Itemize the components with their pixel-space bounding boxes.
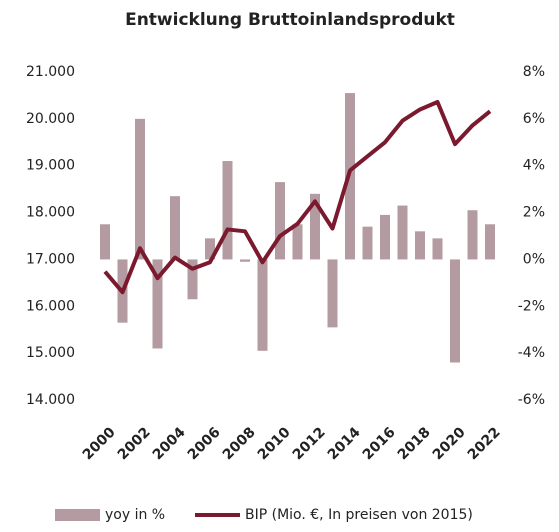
bar (170, 196, 180, 260)
y-tick-label: 18.000 (26, 205, 75, 221)
x-tick-label: 2022 (465, 424, 504, 463)
y-tick-label: 17.000 (26, 251, 75, 267)
y-tick-label: 20.000 (26, 111, 75, 127)
bar (135, 118, 145, 260)
y2-tick-label: -4% (518, 345, 545, 361)
x-tick-label: 2016 (360, 424, 399, 463)
y2-tick-label: 8% (523, 64, 545, 80)
x-tick-label: 2008 (220, 424, 259, 463)
bar (187, 259, 198, 300)
y2-tick-label: 6% (523, 111, 545, 127)
bar (292, 224, 303, 260)
bar (257, 259, 268, 351)
bar (240, 259, 250, 262)
x-tick-label: 2004 (150, 424, 189, 463)
legend-label: yoy in % (105, 507, 165, 523)
bar (397, 205, 408, 260)
bar (327, 259, 338, 328)
legend-swatch (55, 509, 100, 521)
x-tick-label: 2018 (395, 424, 434, 463)
x-tick-label: 2010 (255, 424, 294, 463)
bar (432, 238, 443, 260)
y2-tick-label: -2% (518, 298, 545, 314)
y2-tick-label: 0% (523, 251, 545, 267)
x-tick-label: 2012 (290, 424, 329, 463)
bar (415, 231, 425, 260)
legend-label: BIP (Mio. €, In preisen von 2015) (245, 507, 473, 523)
bar (450, 259, 460, 363)
x-tick-label: 2006 (185, 424, 224, 463)
y2-tick-label: 4% (523, 158, 545, 174)
x-tick-label: 2000 (80, 424, 119, 463)
bar (310, 193, 320, 260)
bar (485, 224, 495, 260)
bar (222, 161, 233, 260)
y2-tick-label: 2% (523, 205, 545, 221)
y-tick-label: 19.000 (26, 158, 75, 174)
y-tick-label: 14.000 (26, 392, 75, 408)
line (103, 99, 492, 295)
bar (362, 226, 373, 260)
x-tick-label: 2020 (430, 424, 469, 463)
chart-title: Entwicklung Bruttoinlandsprodukt (125, 10, 455, 30)
bar (275, 182, 285, 260)
x-tick-label: 2014 (325, 424, 364, 463)
x-tick-label: 2002 (115, 424, 154, 463)
y-tick-label: 15.000 (26, 345, 75, 361)
bar (380, 214, 390, 260)
y2-tick-label: -6% (518, 392, 545, 408)
y-tick-label: 21.000 (26, 64, 75, 80)
bar (205, 238, 215, 260)
y-tick-label: 16.000 (26, 298, 75, 314)
bar (467, 210, 478, 260)
bar (100, 224, 110, 260)
bar (152, 259, 163, 349)
